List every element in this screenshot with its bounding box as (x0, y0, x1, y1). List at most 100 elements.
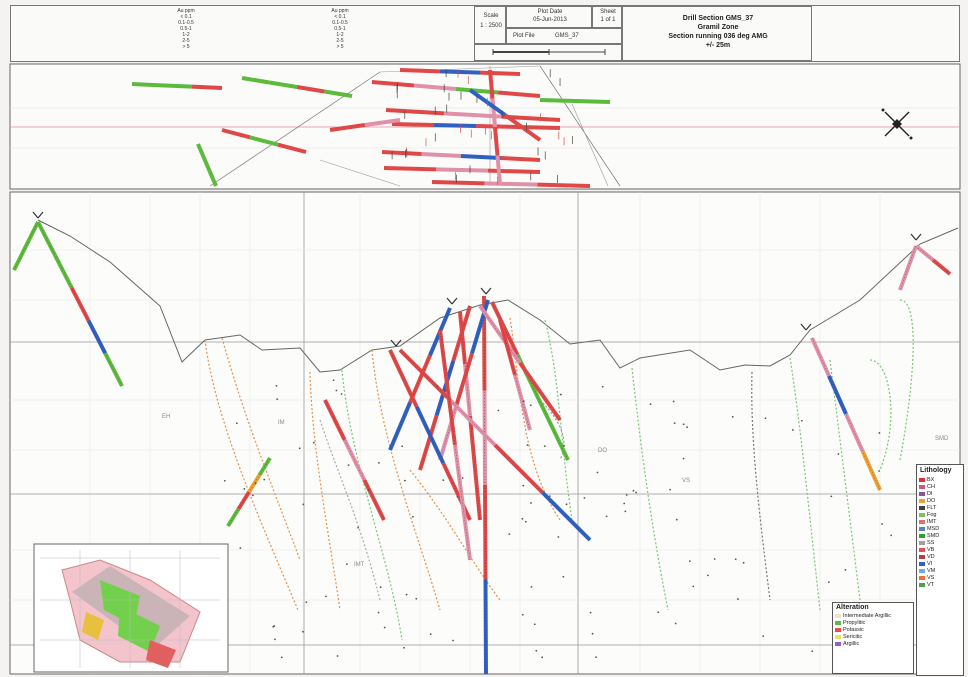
collar-arm (480, 287, 487, 295)
drill-trace-segment (478, 304, 522, 365)
assay-range-label: > 5 (182, 44, 190, 50)
geology-contacts (204, 299, 914, 641)
sample-point (562, 575, 565, 578)
plan-trace-segment (433, 123, 477, 128)
sample-point (559, 393, 562, 396)
legend-item: Sericitic (833, 633, 913, 640)
north-arrow-icon (881, 108, 913, 140)
plan-trace-segment (460, 154, 501, 160)
sample-point (734, 558, 737, 561)
legend-label: VI (927, 560, 933, 567)
section-drill-traces (12, 221, 952, 675)
legend-item: FLT (917, 504, 963, 511)
sample-point (235, 422, 238, 425)
collar-arm (395, 339, 402, 347)
legend-item: SMD (917, 532, 963, 539)
assay-legend-left: Au ppm < 0.1 0.1-0.5 0.5-1 1-2 2-5 > 5 (160, 6, 316, 61)
legend-swatch (919, 505, 925, 510)
legend-swatch (919, 512, 925, 517)
plan-trace-segment (497, 90, 541, 98)
legend-item: VD (917, 553, 963, 560)
sample-point (682, 457, 685, 460)
drill-trace-ticks (915, 245, 951, 275)
sample-point (383, 626, 386, 629)
sample-point (272, 625, 275, 628)
lithology-legend: Lithology BX CH DI DO FLT Fog IMT MSD SMD SS VB VD V… (916, 464, 964, 676)
sample-point (497, 409, 500, 412)
legend-item: VT (917, 581, 963, 588)
unit-label: EH (162, 414, 170, 420)
plot-file-value: GMS_37 (555, 33, 579, 39)
sheet-value: 1 of 1 (600, 17, 616, 23)
sample-point (742, 561, 745, 564)
sample-point (452, 639, 454, 642)
plan-trace-segment (383, 166, 437, 172)
legend-label: Propylitic (843, 619, 866, 626)
plot-file-label: Plot File (513, 33, 535, 39)
sample-point (263, 478, 266, 481)
drill-trace-ticks (499, 319, 531, 431)
lithology-legend-title: Lithology (920, 467, 952, 474)
sample-point (243, 488, 246, 490)
plan-trace-segment (479, 70, 521, 76)
sample-point (625, 494, 628, 496)
sample-point (251, 494, 254, 497)
collar-arm (390, 339, 397, 347)
sample-point (401, 445, 404, 448)
legend-swatch (919, 498, 925, 503)
plan-trace-segment (503, 113, 542, 142)
sample-point (456, 495, 459, 498)
legend-label: Intermediate Argillic (843, 612, 891, 619)
drill-trace-ticks (439, 299, 489, 461)
collar-arm (485, 287, 492, 295)
assay-range-label: 0.5-1 (334, 26, 346, 32)
assay-range-label: 1-2 (336, 32, 344, 38)
legend-label: Sericitic (843, 633, 863, 640)
legend-label: CH (927, 483, 935, 490)
sample-point (533, 623, 536, 626)
legend-item: MSD (917, 525, 963, 532)
geology-contact-line (309, 371, 341, 611)
sample-point (557, 536, 560, 538)
legend-swatch (919, 554, 925, 559)
sample-point (298, 447, 301, 450)
unit-label: VS (682, 478, 690, 484)
sample-point (731, 416, 734, 418)
assay-range-label: < 0.1 (334, 14, 346, 20)
collar-marker (446, 297, 458, 305)
legend-label: Argillic (843, 640, 860, 647)
legend-label: SS (927, 539, 935, 546)
collar-marker (32, 211, 44, 219)
plan-trace-segment (539, 98, 576, 103)
collar-arm (915, 233, 922, 241)
sample-point (605, 515, 608, 518)
assay-legend-right-values: Au ppm < 0.1 0.1-0.5 0.5-1 1-2 2-5 > 5 (320, 8, 360, 50)
sample-point (436, 385, 439, 387)
sheet-label: Sheet (600, 9, 616, 15)
legend-item: DI (917, 490, 963, 497)
sample-point (890, 534, 893, 537)
collar-arm (446, 297, 453, 305)
sample-point (345, 563, 348, 566)
sample-point (563, 444, 565, 447)
collar-arm (910, 233, 917, 241)
plan-trace-segment (435, 167, 489, 173)
plan-trace-segment (371, 80, 415, 88)
sample-point (844, 568, 847, 571)
sample-point (508, 533, 511, 535)
sample-point (811, 650, 814, 653)
legend-swatch (919, 575, 925, 580)
sample-point (589, 611, 592, 614)
plan-trace-segment (493, 126, 500, 156)
legend-swatch (919, 582, 925, 587)
assay-legend-right: Au ppm < 0.1 0.1-0.5 0.5-1 1-2 2-5 > 5 (316, 6, 472, 61)
drill-trace-ticks (491, 301, 569, 461)
sample-point (565, 503, 568, 506)
section-title-cell: Drill Section GMS_37 Gramil Zone Section… (622, 6, 812, 61)
plan-trace-segment (399, 68, 441, 74)
drill-trace-segment (493, 443, 544, 494)
plan-view-panel (9, 63, 961, 190)
sample-point (415, 597, 418, 600)
collar-marker (390, 339, 402, 347)
assay-range-label: 0.1-0.5 (178, 20, 194, 26)
